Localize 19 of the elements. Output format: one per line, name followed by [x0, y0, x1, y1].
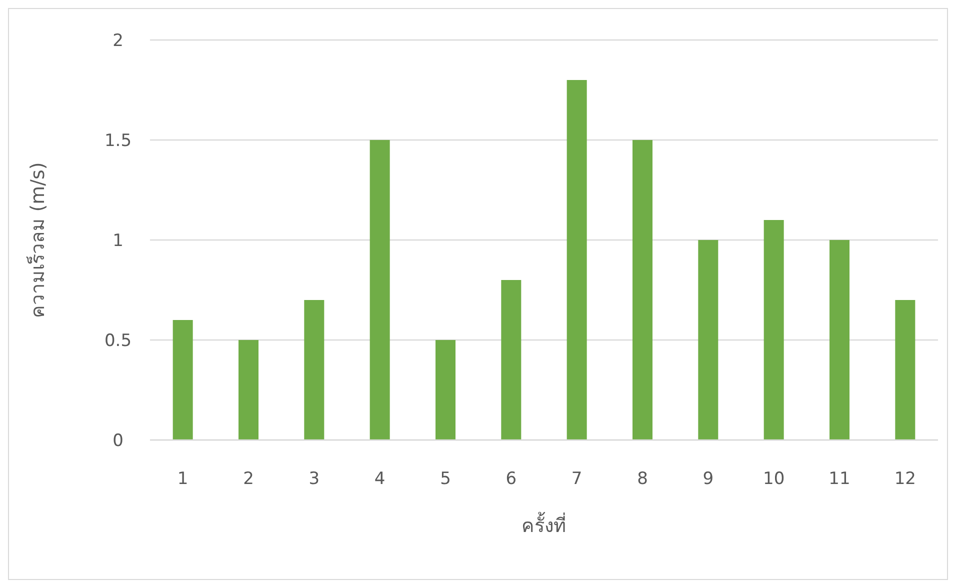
- bar: [172, 320, 193, 440]
- y-tick-label: 1.5: [104, 131, 132, 151]
- bar: [238, 340, 258, 440]
- bar: [566, 80, 587, 440]
- bar: [632, 140, 652, 440]
- bar: [501, 280, 522, 440]
- y-tick-label: 1: [112, 231, 124, 251]
- y-tick-label: 0: [112, 431, 124, 451]
- bar: [830, 240, 850, 440]
- y-tick-label: 0.5: [104, 331, 132, 351]
- x-axis-title: ครั้งที่: [522, 512, 566, 537]
- bar: [304, 300, 324, 440]
- bar: [764, 220, 784, 440]
- bar: [895, 300, 916, 440]
- bar: [436, 340, 456, 440]
- bar: [370, 140, 390, 440]
- y-axis-title: ความเร็วลม (m/s): [25, 162, 49, 318]
- bar: [698, 240, 718, 440]
- y-tick-label: 2: [112, 31, 124, 51]
